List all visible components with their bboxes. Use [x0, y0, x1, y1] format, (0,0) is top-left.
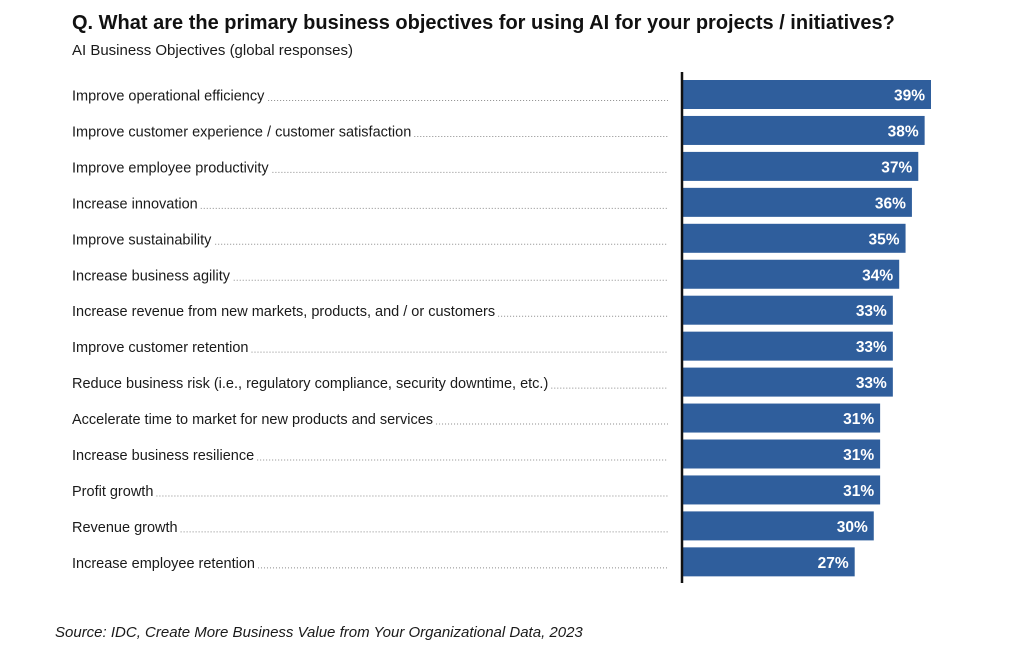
- value-label: 31%: [843, 411, 874, 428]
- bar: [683, 331, 893, 361]
- value-label: 34%: [862, 267, 893, 284]
- value-label: 31%: [843, 447, 874, 464]
- chart-subtitle: AI Business Objectives (global responses…: [72, 42, 353, 59]
- value-label: 37%: [881, 159, 912, 176]
- category-label: Revenue growth: [72, 520, 178, 536]
- bar: [683, 115, 925, 145]
- value-label: 33%: [856, 375, 887, 392]
- value-label: 33%: [856, 303, 887, 320]
- value-label: 27%: [818, 555, 849, 572]
- bar: [683, 223, 906, 253]
- bar: [683, 80, 931, 109]
- category-label: Improve employee productivity: [72, 160, 269, 176]
- category-label: Improve sustainability: [72, 232, 212, 248]
- value-label: 30%: [837, 519, 868, 536]
- source-note: Source: IDC, Create More Business Value …: [55, 624, 583, 641]
- category-label: Profit growth: [72, 484, 153, 500]
- value-label: 36%: [875, 195, 906, 212]
- bar: [683, 367, 893, 397]
- category-label: Improve operational efficiency: [72, 89, 265, 105]
- category-label: Increase business agility: [72, 268, 231, 284]
- category-label: Increase employee retention: [72, 556, 255, 572]
- category-label: Reduce business risk (i.e., regulatory c…: [72, 376, 548, 392]
- category-label: Increase revenue from new markets, produ…: [72, 304, 495, 320]
- category-label: Increase business resilience: [72, 448, 254, 464]
- bar: [683, 295, 893, 325]
- bar: [683, 511, 874, 541]
- bar: [683, 475, 881, 505]
- category-label: Improve customer retention: [72, 340, 249, 356]
- value-label: 31%: [843, 483, 874, 500]
- value-label: 35%: [869, 231, 900, 248]
- bar: [683, 403, 881, 433]
- category-label: Increase innovation: [72, 196, 198, 212]
- value-label: 38%: [888, 123, 919, 140]
- value-label: 33%: [856, 339, 887, 356]
- bar: [683, 259, 900, 289]
- value-label: 39%: [894, 88, 925, 105]
- bar: [683, 187, 912, 217]
- bar: [683, 151, 919, 181]
- bar: [683, 439, 881, 469]
- bar: [683, 547, 855, 577]
- category-label: Improve customer experience / customer s…: [72, 124, 411, 140]
- category-label: Accelerate time to market for new produc…: [72, 412, 433, 428]
- chart-title: Q. What are the primary business objecti…: [72, 12, 895, 34]
